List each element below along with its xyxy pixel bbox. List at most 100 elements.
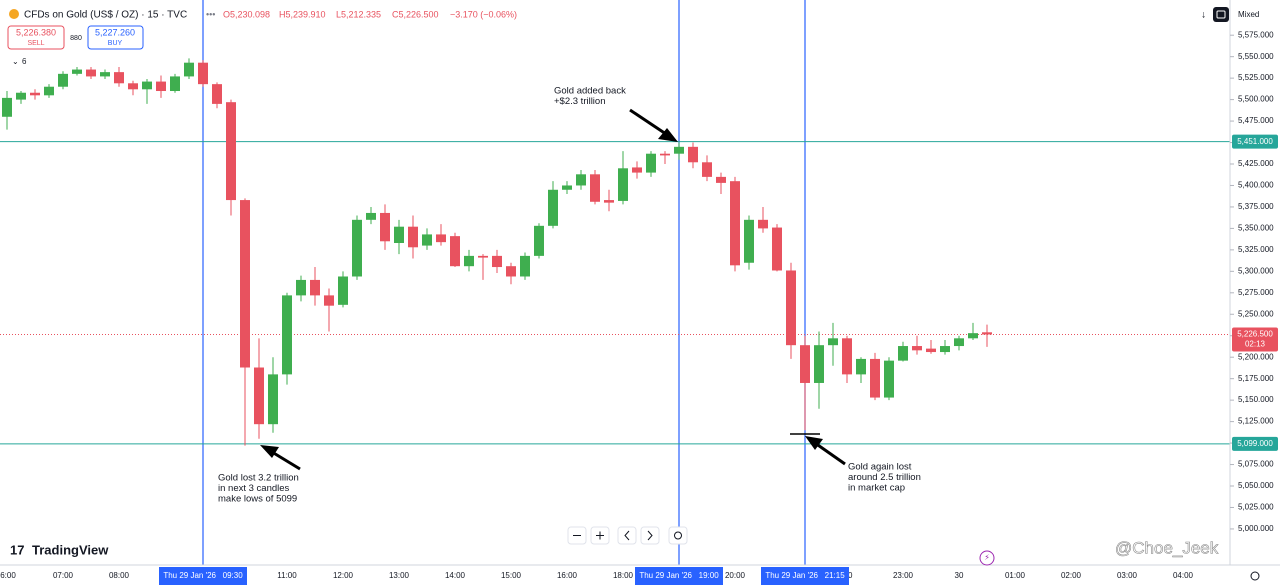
y-tick-label: 5,375.000 bbox=[1238, 202, 1274, 211]
candle-body bbox=[716, 176, 726, 183]
x-tick-label: 16:00 bbox=[557, 571, 578, 580]
scroll-right[interactable] bbox=[640, 526, 660, 545]
candle-body bbox=[338, 276, 348, 305]
scroll-right-icon bbox=[647, 530, 653, 541]
candle-body bbox=[772, 227, 782, 271]
indicators-count[interactable]: 6 bbox=[22, 57, 27, 66]
y-tick-label: 5,575.000 bbox=[1238, 30, 1274, 39]
x-tick-label: 20:00 bbox=[725, 571, 746, 580]
candle-body bbox=[884, 360, 894, 398]
y-tick-label: 5,275.000 bbox=[1238, 288, 1274, 297]
close: C5,226.500 bbox=[392, 9, 439, 19]
candle-body bbox=[590, 174, 600, 202]
logo-mark: 17 bbox=[10, 542, 24, 557]
candle-body bbox=[702, 162, 712, 177]
alert-icon[interactable] bbox=[979, 550, 995, 566]
buy-button[interactable] bbox=[87, 25, 144, 50]
candle-body bbox=[254, 367, 264, 425]
y-tick-label: 5,175.000 bbox=[1238, 374, 1274, 383]
candle-body bbox=[786, 270, 796, 346]
candle-body bbox=[632, 167, 642, 173]
candle-body bbox=[856, 358, 866, 375]
x-tick-label: 13:00 bbox=[389, 571, 410, 580]
candle-body bbox=[436, 234, 446, 243]
candle-body bbox=[534, 225, 544, 256]
time-marker-label: Thu 29 Jan '26 09:30 bbox=[163, 571, 243, 580]
candle-body bbox=[100, 72, 110, 77]
settings-icon[interactable] bbox=[1250, 571, 1260, 581]
candle-body bbox=[450, 236, 460, 267]
x-tick-label: 18:00 bbox=[613, 571, 634, 580]
arrow bbox=[629, 108, 667, 136]
candle-body bbox=[758, 219, 768, 229]
candle-body bbox=[142, 81, 152, 90]
candle-body bbox=[520, 255, 530, 277]
low: L5,212.335 bbox=[336, 9, 381, 19]
candle-body bbox=[212, 84, 222, 104]
candle-body bbox=[954, 338, 964, 347]
candle-body bbox=[394, 226, 404, 244]
y-tick-label: 5,250.000 bbox=[1238, 309, 1274, 318]
candle-body bbox=[870, 358, 880, 398]
arrow bbox=[814, 441, 846, 466]
spread: 880 bbox=[70, 35, 82, 42]
indicators-toggle[interactable]: ⌄ bbox=[12, 57, 19, 66]
x-tick-label: 04:00 bbox=[1173, 571, 1194, 580]
candle-body bbox=[548, 189, 558, 226]
y-tick-label: 5,525.000 bbox=[1238, 73, 1274, 82]
buy-price: 5,227.260 bbox=[95, 27, 135, 37]
ohlc: O5,230.098 H5,239.910 L5,212.335 C5,226.… bbox=[223, 9, 517, 19]
arrows bbox=[260, 108, 846, 471]
candle-body bbox=[296, 279, 306, 296]
x-tick-label: 15:00 bbox=[501, 571, 522, 580]
symbol: CFDs on Gold (US$ / OZ) · 15 · TVC bbox=[24, 10, 187, 21]
candle-body bbox=[800, 345, 810, 383]
candle-body bbox=[730, 181, 740, 266]
annotation: Gold added back bbox=[554, 86, 626, 97]
annotation: in next 3 candles bbox=[218, 483, 290, 494]
candle-body bbox=[170, 76, 180, 92]
candle-body bbox=[114, 72, 124, 84]
watermark: @Choe_Jeek bbox=[1115, 538, 1219, 557]
y-tick-label: 5,000.000 bbox=[1238, 524, 1274, 533]
sell-button[interactable] bbox=[7, 25, 65, 50]
y-tick-label: 5,550.000 bbox=[1238, 52, 1274, 61]
candle-body bbox=[898, 346, 908, 361]
candle-body bbox=[156, 81, 166, 92]
candle-body bbox=[184, 62, 194, 77]
scroll-left-icon bbox=[624, 530, 630, 541]
candle-body bbox=[128, 83, 138, 90]
candle-body bbox=[30, 92, 40, 96]
candle-body bbox=[618, 168, 628, 201]
sell-price: 5,226.380 bbox=[16, 27, 56, 37]
candle-body bbox=[660, 153, 670, 156]
time-marker-box bbox=[761, 567, 849, 585]
time-marker-box bbox=[159, 567, 247, 585]
scroll-left[interactable] bbox=[617, 526, 637, 545]
y-tick-label: 5,425.000 bbox=[1238, 159, 1274, 168]
x-tick-label: 12:00 bbox=[333, 571, 354, 580]
candle-body bbox=[268, 374, 278, 425]
annotation: around 2.5 trillion bbox=[848, 472, 921, 483]
horizontal-line-label-box bbox=[1232, 436, 1278, 451]
candle-body bbox=[310, 279, 320, 296]
screenshot-button[interactable] bbox=[1213, 7, 1229, 22]
candle-body bbox=[478, 255, 488, 258]
alert-glyph: ⚡ bbox=[984, 553, 990, 562]
reset-icon bbox=[674, 531, 682, 540]
y-tick-label: 5,400.000 bbox=[1238, 181, 1274, 190]
candle-body bbox=[646, 153, 656, 173]
mode[interactable]: Mixed bbox=[1238, 10, 1259, 19]
sell-label: SELL bbox=[27, 40, 44, 47]
nav-buttons bbox=[567, 526, 688, 545]
annotation: Gold again lost bbox=[848, 462, 912, 473]
candle-body bbox=[226, 102, 236, 201]
y-tick-label: 5,475.000 bbox=[1238, 116, 1274, 125]
x-tick-label: 08:00 bbox=[109, 571, 130, 580]
y-tick-label: 5,025.000 bbox=[1238, 503, 1274, 512]
candle-body bbox=[72, 69, 82, 74]
download-icon[interactable]: ↓ bbox=[1201, 10, 1206, 21]
reset[interactable] bbox=[668, 526, 688, 545]
annotation: Gold lost 3.2 trillion bbox=[218, 473, 299, 484]
